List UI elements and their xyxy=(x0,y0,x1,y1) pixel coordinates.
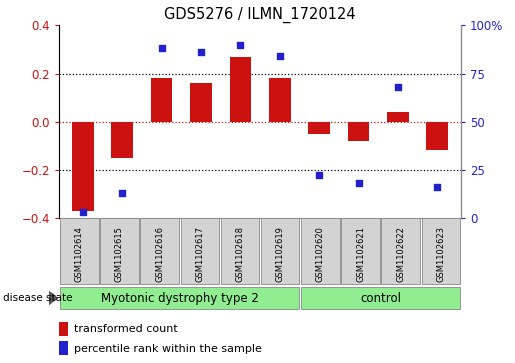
Bar xyxy=(269,78,290,122)
Bar xyxy=(261,219,299,284)
Bar xyxy=(59,341,68,355)
Point xyxy=(433,184,441,190)
Bar xyxy=(301,219,339,284)
Bar xyxy=(141,219,179,284)
Text: GSM1102614: GSM1102614 xyxy=(75,226,84,282)
Bar xyxy=(111,122,133,158)
Text: GSM1102622: GSM1102622 xyxy=(396,226,405,282)
Text: GSM1102616: GSM1102616 xyxy=(155,226,164,282)
Text: transformed count: transformed count xyxy=(74,325,177,334)
Polygon shape xyxy=(49,291,58,305)
Bar xyxy=(301,287,460,309)
Bar xyxy=(60,219,98,284)
Point xyxy=(79,209,87,215)
Text: control: control xyxy=(360,291,401,305)
Point xyxy=(276,53,284,59)
Bar xyxy=(59,322,68,336)
Bar xyxy=(221,219,259,284)
Point xyxy=(158,46,166,52)
Bar xyxy=(100,219,139,284)
Point xyxy=(394,84,402,90)
Text: Myotonic dystrophy type 2: Myotonic dystrophy type 2 xyxy=(101,291,259,305)
Text: percentile rank within the sample: percentile rank within the sample xyxy=(74,344,262,354)
Bar xyxy=(382,219,420,284)
Text: GSM1102619: GSM1102619 xyxy=(276,226,285,282)
Bar xyxy=(60,287,299,309)
Text: GSM1102621: GSM1102621 xyxy=(356,226,365,282)
Point xyxy=(118,190,126,196)
Text: GSM1102620: GSM1102620 xyxy=(316,226,325,282)
Text: disease state: disease state xyxy=(3,293,72,303)
Bar xyxy=(230,57,251,122)
Text: GSM1102618: GSM1102618 xyxy=(235,226,245,282)
Bar xyxy=(341,219,380,284)
Bar xyxy=(308,122,330,134)
Bar xyxy=(387,112,409,122)
Point xyxy=(197,49,205,55)
Bar xyxy=(151,78,173,122)
Bar xyxy=(426,122,448,150)
Title: GDS5276 / ILMN_1720124: GDS5276 / ILMN_1720124 xyxy=(164,7,356,23)
Text: GSM1102617: GSM1102617 xyxy=(195,226,204,282)
Point xyxy=(236,42,245,48)
Text: GSM1102615: GSM1102615 xyxy=(115,226,124,282)
Bar xyxy=(348,122,369,141)
Bar xyxy=(72,122,94,211)
Point xyxy=(315,172,323,178)
Bar xyxy=(422,219,460,284)
Bar xyxy=(190,83,212,122)
Text: GSM1102623: GSM1102623 xyxy=(436,226,445,282)
Bar xyxy=(181,219,219,284)
Point xyxy=(354,180,363,186)
